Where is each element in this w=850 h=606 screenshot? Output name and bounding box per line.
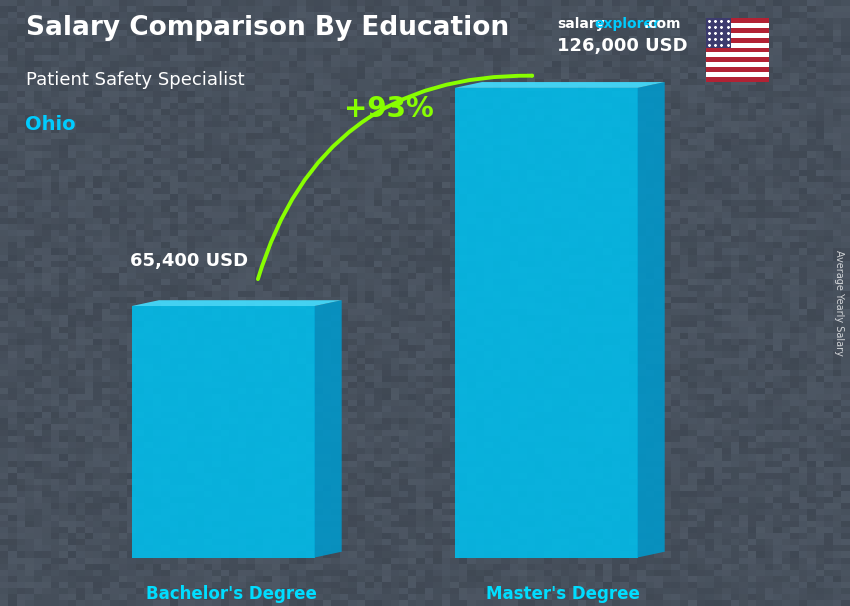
Bar bbox=[706, 42, 769, 47]
Text: Bachelor's Degree: Bachelor's Degree bbox=[146, 585, 317, 603]
Bar bbox=[706, 77, 769, 82]
Text: 65,400 USD: 65,400 USD bbox=[130, 251, 248, 270]
Bar bbox=[706, 62, 769, 67]
Bar bbox=[706, 28, 769, 33]
Polygon shape bbox=[455, 82, 665, 88]
Polygon shape bbox=[314, 300, 342, 558]
Text: Ohio: Ohio bbox=[26, 115, 76, 134]
Text: +93%: +93% bbox=[344, 95, 434, 123]
Text: Patient Safety Specialist: Patient Safety Specialist bbox=[26, 71, 244, 89]
Bar bbox=[706, 23, 769, 28]
Bar bbox=[706, 18, 731, 47]
Polygon shape bbox=[638, 82, 665, 558]
Bar bbox=[706, 53, 769, 58]
FancyArrowPatch shape bbox=[258, 76, 532, 279]
Bar bbox=[455, 88, 638, 558]
Bar bbox=[132, 306, 314, 558]
Text: .com: .com bbox=[643, 17, 681, 31]
Bar bbox=[706, 47, 769, 53]
Text: Salary Comparison By Education: Salary Comparison By Education bbox=[26, 15, 508, 41]
Bar bbox=[706, 72, 769, 77]
Bar bbox=[706, 67, 769, 72]
Bar bbox=[706, 18, 769, 23]
Bar bbox=[706, 38, 769, 42]
Text: 126,000 USD: 126,000 USD bbox=[558, 36, 688, 55]
Bar bbox=[706, 33, 769, 38]
Bar bbox=[706, 58, 769, 62]
Text: Master's Degree: Master's Degree bbox=[486, 585, 640, 603]
Text: Average Yearly Salary: Average Yearly Salary bbox=[834, 250, 844, 356]
Polygon shape bbox=[132, 300, 342, 306]
Text: salary: salary bbox=[557, 17, 604, 31]
Text: explorer: explorer bbox=[594, 17, 660, 31]
